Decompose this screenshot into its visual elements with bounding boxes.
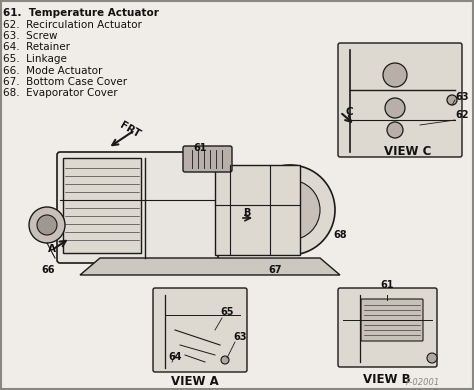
Text: 61: 61 [193, 143, 207, 153]
FancyBboxPatch shape [183, 146, 232, 172]
Text: 61.  Temperature Actuator: 61. Temperature Actuator [3, 8, 159, 18]
Text: 67: 67 [268, 265, 282, 275]
Text: 65: 65 [220, 307, 234, 317]
Circle shape [427, 353, 437, 363]
Text: 68: 68 [333, 230, 347, 240]
Text: 61: 61 [380, 280, 394, 290]
Text: VIEW B: VIEW B [363, 373, 411, 386]
Text: 66: 66 [41, 265, 55, 275]
FancyBboxPatch shape [338, 43, 462, 157]
Text: 66.  Mode Actuator: 66. Mode Actuator [3, 66, 102, 76]
Text: A: A [48, 244, 56, 254]
Text: 67.  Bottom Case Cover: 67. Bottom Case Cover [3, 77, 127, 87]
Text: 64: 64 [168, 352, 182, 362]
Text: 62: 62 [455, 110, 468, 120]
Text: VIEW A: VIEW A [171, 375, 219, 388]
FancyBboxPatch shape [361, 299, 423, 341]
Circle shape [29, 207, 65, 243]
Circle shape [37, 215, 57, 235]
FancyBboxPatch shape [153, 288, 247, 372]
Circle shape [447, 95, 457, 105]
Text: 65.  Linkage: 65. Linkage [3, 54, 67, 64]
Text: FRT: FRT [118, 121, 142, 140]
Text: F-02001: F-02001 [406, 378, 440, 387]
Text: 63: 63 [455, 92, 468, 102]
Text: VIEW C: VIEW C [384, 145, 432, 158]
Text: 64.  Retainer: 64. Retainer [3, 43, 70, 53]
Text: B: B [243, 208, 250, 218]
Text: C: C [346, 107, 354, 117]
Polygon shape [80, 258, 340, 275]
Circle shape [245, 165, 335, 255]
Circle shape [387, 122, 403, 138]
Circle shape [280, 200, 300, 220]
Circle shape [260, 180, 320, 240]
Text: 68.  Evaporator Cover: 68. Evaporator Cover [3, 89, 118, 99]
FancyBboxPatch shape [57, 152, 218, 263]
Text: 62.  Recirculation Actuator: 62. Recirculation Actuator [3, 20, 142, 30]
FancyBboxPatch shape [215, 165, 300, 255]
Circle shape [383, 63, 407, 87]
Text: 63.  Screw: 63. Screw [3, 31, 57, 41]
FancyBboxPatch shape [338, 288, 437, 367]
Text: 63: 63 [233, 332, 246, 342]
Bar [63, 158, 141, 253]
Circle shape [221, 356, 229, 364]
Circle shape [385, 98, 405, 118]
